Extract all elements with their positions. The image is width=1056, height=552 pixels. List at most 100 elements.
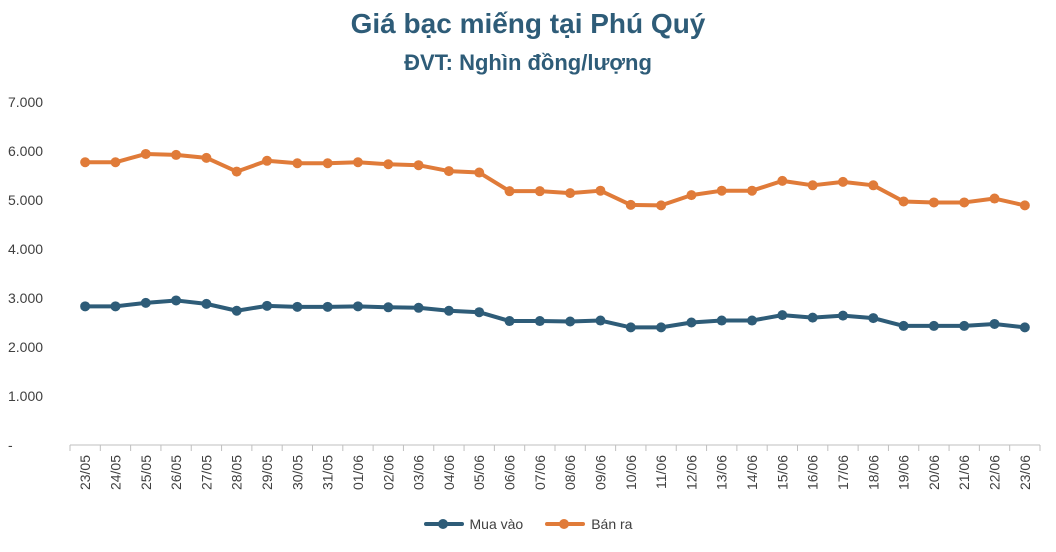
data-point-series-1 — [837, 176, 848, 187]
data-point-series-1 — [352, 157, 363, 168]
data-point-series-1 — [625, 199, 636, 210]
x-tick-label: 02/06 — [380, 455, 396, 490]
x-tick-label: 29/05 — [259, 455, 275, 490]
data-point-series-0 — [686, 317, 697, 328]
x-tick-label: 03/06 — [411, 455, 427, 490]
data-point-series-1 — [231, 166, 242, 177]
x-tick-label: 17/06 — [835, 455, 851, 490]
x-tick-label: 14/06 — [744, 455, 760, 490]
x-tick-label: 26/05 — [168, 455, 184, 490]
data-point-series-0 — [898, 320, 909, 331]
x-tick-label: 28/05 — [229, 455, 245, 490]
legend-label-buy: Mua vào — [469, 516, 524, 532]
x-tick-label: 08/06 — [562, 455, 578, 490]
data-point-series-0 — [201, 298, 212, 309]
data-point-series-0 — [837, 310, 848, 321]
data-point-series-1 — [1019, 200, 1030, 211]
data-point-series-1 — [686, 190, 697, 201]
x-tick-label: 06/06 — [502, 455, 518, 490]
data-point-series-0 — [656, 322, 667, 333]
data-point-series-0 — [171, 295, 182, 306]
x-tick-label: 09/06 — [592, 455, 608, 490]
data-point-series-1 — [989, 193, 1000, 204]
x-tick-label: 11/06 — [653, 455, 669, 489]
data-point-series-1 — [898, 196, 909, 207]
y-tick-label: 7.000 — [8, 94, 43, 110]
data-point-series-1 — [565, 188, 576, 199]
data-point-series-1 — [656, 200, 667, 211]
legend-item-sell: Bán ra — [545, 516, 632, 532]
x-tick-label: 01/06 — [350, 455, 366, 490]
data-point-series-1 — [292, 158, 303, 169]
data-point-series-1 — [140, 148, 151, 159]
x-tick-label: 27/05 — [198, 455, 214, 490]
x-tick-label: 05/06 — [471, 455, 487, 490]
data-point-series-0 — [383, 302, 394, 313]
data-point-series-1 — [80, 157, 91, 168]
data-point-series-1 — [443, 166, 454, 177]
data-point-series-1 — [171, 149, 182, 160]
x-tick-label: 12/06 — [683, 455, 699, 490]
x-tick-label: 21/06 — [956, 455, 972, 490]
y-tick-label: 6.000 — [8, 143, 43, 159]
x-tick-label: 22/06 — [987, 455, 1003, 490]
x-tick-label: 23/05 — [77, 455, 93, 490]
data-point-series-0 — [231, 305, 242, 316]
data-point-series-0 — [807, 312, 818, 323]
series-line-0 — [83, 298, 1027, 330]
data-point-series-0 — [1019, 322, 1030, 333]
data-point-series-1 — [777, 175, 788, 186]
data-point-series-1 — [262, 155, 273, 166]
data-point-series-0 — [989, 318, 1000, 329]
y-tick-label: 5.000 — [8, 192, 43, 208]
data-point-series-0 — [292, 301, 303, 312]
chart-title: Giá bạc miếng tại Phú Quý — [350, 8, 706, 39]
data-point-series-0 — [474, 307, 485, 318]
data-point-series-1 — [322, 158, 333, 169]
data-point-series-1 — [959, 197, 970, 208]
data-point-series-1 — [534, 186, 545, 197]
legend-swatch-sell — [545, 519, 586, 529]
legend-item-buy: Mua vào — [423, 516, 524, 532]
data-point-series-0 — [625, 322, 636, 333]
x-tick-label: 04/06 — [441, 455, 457, 490]
data-point-series-0 — [443, 305, 454, 316]
data-point-series-1 — [928, 197, 939, 208]
data-point-series-0 — [110, 301, 121, 312]
data-point-series-1 — [201, 152, 212, 163]
y-tick-label: 4.000 — [8, 241, 43, 257]
data-point-series-1 — [110, 157, 121, 168]
data-point-series-0 — [595, 315, 606, 326]
data-point-series-1 — [504, 186, 515, 197]
data-point-series-0 — [322, 301, 333, 312]
y-tick-label: - — [8, 437, 13, 453]
data-point-series-1 — [747, 185, 758, 196]
data-point-series-1 — [383, 159, 394, 170]
data-point-series-0 — [534, 316, 545, 327]
data-point-series-1 — [474, 167, 485, 178]
data-point-series-1 — [807, 180, 818, 191]
x-tick-label: 23/06 — [1017, 455, 1033, 490]
x-tick-label: 16/06 — [805, 455, 821, 490]
data-point-series-0 — [777, 310, 788, 321]
y-tick-label: 2.000 — [8, 339, 43, 355]
y-tick-label: 3.000 — [8, 290, 43, 306]
data-point-series-1 — [716, 185, 727, 196]
data-point-series-0 — [413, 302, 424, 313]
x-tick-label: 31/05 — [320, 455, 336, 490]
x-tick-label: 20/06 — [926, 455, 942, 490]
data-point-series-0 — [959, 320, 970, 331]
x-tick-label: 13/06 — [714, 455, 730, 490]
x-tick-label: 15/06 — [774, 455, 790, 490]
legend-swatch-buy — [423, 519, 464, 529]
series-line-1 — [83, 151, 1027, 208]
data-point-series-1 — [868, 180, 879, 191]
data-point-series-0 — [868, 313, 879, 324]
x-tick-label: 18/06 — [865, 455, 881, 490]
data-point-series-1 — [413, 160, 424, 171]
line-chart: - 1.000 2.000 3.000 4.000 5.000 6.000 7.000 23/0… — [8, 94, 1041, 490]
chart-subtitle: ĐVT: Nghìn đồng/lượng — [404, 50, 652, 75]
data-point-series-0 — [262, 300, 273, 311]
data-point-series-0 — [80, 301, 91, 312]
x-tick-label: 25/05 — [138, 455, 154, 490]
